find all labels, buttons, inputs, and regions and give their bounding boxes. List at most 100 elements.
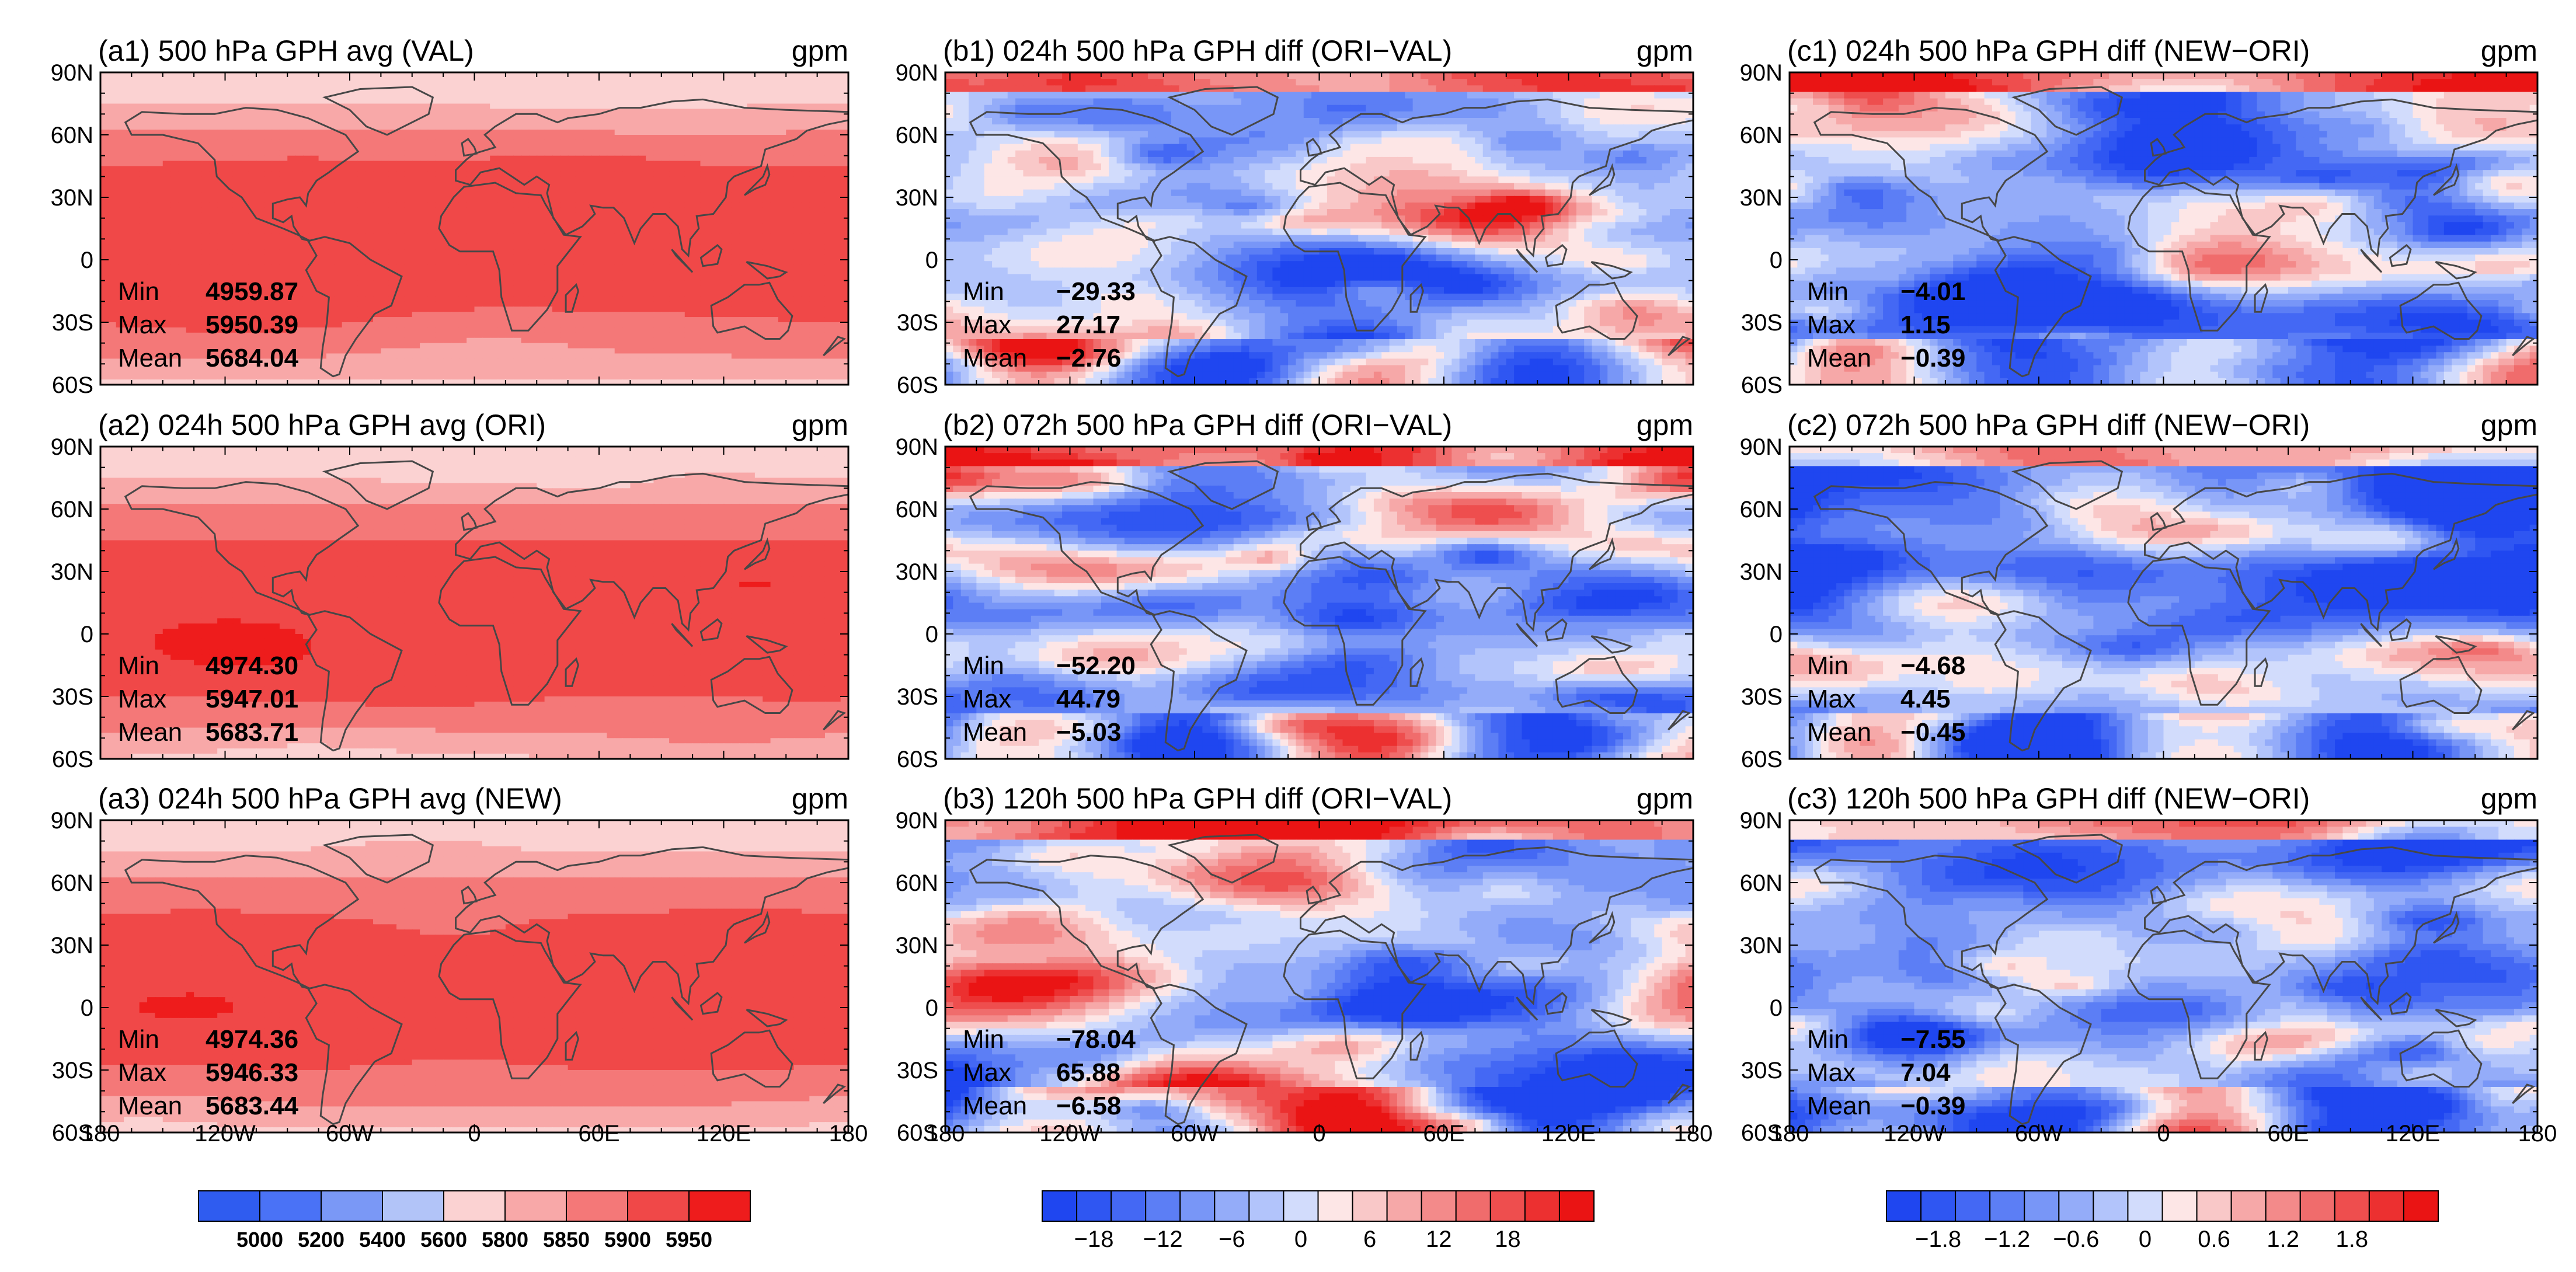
lon-tick-label: 120E — [697, 1121, 751, 1146]
colorbar-tick-label: 5950 — [666, 1228, 712, 1252]
colorbar-tick-label: −18 — [1074, 1226, 1114, 1252]
lat-tick-label: 30N — [1740, 933, 1783, 959]
lat-tick-label: 60S — [52, 747, 93, 772]
colorbar-tick-label: −12 — [1143, 1226, 1183, 1252]
stat-value-mean: −0.39 — [1900, 1092, 1965, 1120]
lat-tick-label: 60N — [896, 870, 938, 896]
colorbar-cell — [1042, 1191, 1077, 1221]
colorbar-tick-label: 6 — [1363, 1226, 1376, 1252]
colorbar-tick-label: −1.8 — [1915, 1226, 1961, 1252]
colorbar-cell — [628, 1191, 689, 1221]
panel-units: gpm — [2481, 782, 2537, 815]
lat-tick-label: 0 — [925, 995, 938, 1021]
stat-value-mean: −0.45 — [1900, 718, 1965, 747]
colorbar-cell — [1886, 1191, 1921, 1221]
lat-tick-label: 60S — [52, 372, 93, 398]
stat-label-min: Min — [118, 1025, 159, 1054]
lat-tick-label: 30N — [51, 185, 93, 211]
stat-value-max: 1.15 — [1900, 311, 1951, 339]
colorbar-cell — [1146, 1191, 1180, 1221]
colorbar-cell — [2404, 1191, 2438, 1221]
stat-label-min: Min — [1807, 277, 1849, 306]
lat-tick-label: 90N — [1740, 434, 1783, 460]
stat-value-min: 4974.30 — [206, 651, 298, 680]
lon-tick-label: 180 — [926, 1121, 965, 1146]
colorbar-cell — [2197, 1191, 2232, 1221]
lat-tick-label: 90N — [896, 434, 938, 460]
colorbar-cell — [1525, 1191, 1559, 1221]
colorbar-cell — [1990, 1191, 2024, 1221]
lon-tick-label: 180 — [1770, 1121, 1809, 1146]
lat-tick-label: 60S — [897, 747, 938, 772]
colorbar-cell — [1249, 1191, 1283, 1221]
lat-tick-label: 90N — [896, 808, 938, 834]
colorbar-tick-label: 18 — [1495, 1226, 1521, 1252]
colorbar-cell — [199, 1191, 260, 1221]
stat-label-min: Min — [963, 651, 1004, 680]
stat-value-mean: −5.03 — [1056, 718, 1121, 747]
lat-tick-label: 0 — [1770, 622, 1783, 647]
stat-value-max: 27.17 — [1056, 311, 1120, 339]
lon-tick-label: 60W — [326, 1121, 374, 1146]
panel-units: gpm — [792, 409, 848, 441]
stat-label-mean: Mean — [963, 1092, 1027, 1120]
lat-tick-label: 60N — [1740, 123, 1783, 148]
stat-value-mean: 5683.44 — [206, 1092, 299, 1120]
stat-value-mean: −2.76 — [1056, 344, 1121, 372]
colorbar-tick-label: 5400 — [359, 1228, 406, 1252]
stat-label-max: Max — [1807, 311, 1856, 339]
lat-tick-label: 30N — [896, 559, 938, 585]
colorbar-tick-label: 1.2 — [2267, 1226, 2299, 1252]
colorbar-cell — [1077, 1191, 1111, 1221]
stat-value-min: 4959.87 — [206, 277, 298, 306]
lon-tick-label: 60E — [2267, 1121, 2309, 1146]
stat-value-mean: −0.39 — [1900, 344, 1965, 372]
colorbar-tick-label: 5900 — [604, 1228, 651, 1252]
colorbar-tick-label: 5600 — [420, 1228, 467, 1252]
colorbar-tick-label: 5800 — [482, 1228, 528, 1252]
colorbar-cell — [505, 1191, 566, 1221]
stat-value-min: 4974.36 — [206, 1025, 298, 1054]
colorbar-cell — [260, 1191, 321, 1221]
lat-tick-label: 60S — [1741, 372, 1783, 398]
lat-tick-label: 60S — [1741, 747, 1783, 772]
stat-label-max: Max — [1807, 1058, 1856, 1087]
stat-value-max: 5950.39 — [206, 311, 298, 339]
lat-tick-label: 60N — [896, 497, 938, 522]
lon-tick-label: 120W — [194, 1121, 256, 1146]
colorbar-cell — [1214, 1191, 1249, 1221]
lon-tick-label: 0 — [468, 1121, 481, 1146]
colorbar-cell — [1456, 1191, 1491, 1221]
colorbar-cell — [2059, 1191, 2093, 1221]
colorbar-cell — [1111, 1191, 1146, 1221]
lat-tick-label: 90N — [51, 808, 93, 834]
lat-tick-label: 60N — [51, 497, 93, 522]
lon-tick-label: 60W — [2015, 1121, 2063, 1146]
lat-tick-label: 0 — [925, 248, 938, 273]
lat-tick-label: 0 — [925, 622, 938, 647]
lon-tick-label: 180 — [1674, 1121, 1713, 1146]
stat-label-min: Min — [118, 277, 159, 306]
stat-label-min: Min — [963, 1025, 1004, 1054]
panel-units: gpm — [1637, 34, 1693, 67]
colorbar-cell — [2266, 1191, 2300, 1221]
lat-tick-label: 30N — [896, 185, 938, 211]
stat-label-min: Min — [963, 277, 1004, 306]
lat-tick-label: 60N — [896, 123, 938, 148]
panel-units: gpm — [2481, 409, 2537, 441]
lon-tick-label: 60E — [1423, 1121, 1464, 1146]
stat-label-max: Max — [118, 685, 166, 713]
stat-label-min: Min — [1807, 1025, 1849, 1054]
colorbar-tick-label: 5200 — [298, 1228, 344, 1252]
lat-tick-label: 0 — [1770, 995, 1783, 1021]
lat-tick-label: 30N — [51, 559, 93, 585]
colorbar-tick-label: −1.2 — [1984, 1226, 2030, 1252]
panel-title: (a3) 024h 500 hPa GPH avg (NEW) — [98, 782, 562, 815]
